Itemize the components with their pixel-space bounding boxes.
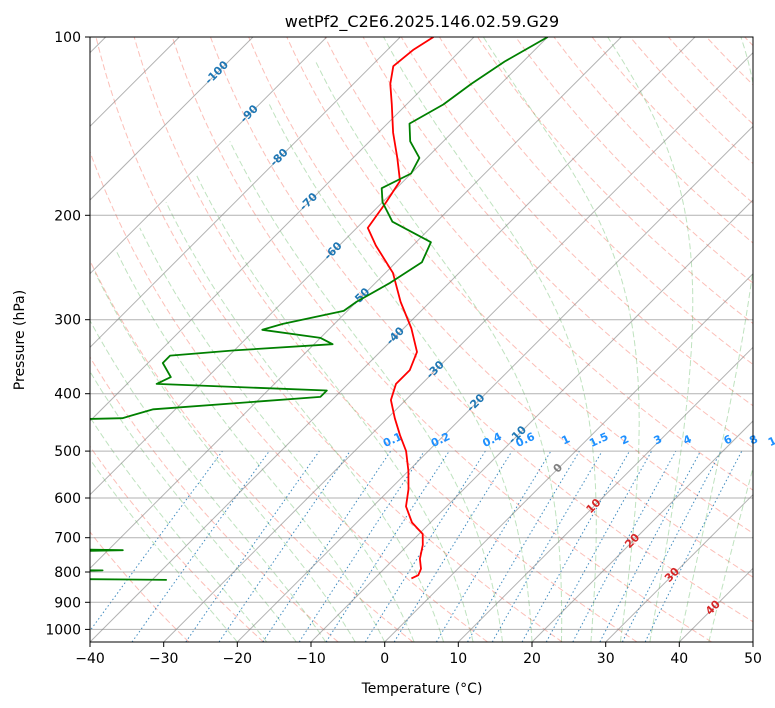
x-tick-label: −10 [296,651,326,667]
mixing-ratio-line [364,450,486,642]
x-tick-label: −30 [149,651,179,667]
dry-adiabat [286,37,753,534]
x-tick-label: −40 [75,651,105,667]
mixing-ratio-line [185,450,320,642]
dry-adiabat [477,37,753,325]
x-tick-label: −20 [223,651,253,667]
mixing-ratio-line [521,450,630,642]
chart-title: wetPf2_C2E6.2025.146.02.59.G29 [285,12,559,32]
dry-adiabat [248,37,753,578]
x-tick-label: 0 [380,651,389,667]
y-tick-label: 100 [54,30,81,46]
moist-adiabat [315,61,563,642]
dry-adiabat [90,356,339,642]
mixing-ratio-line [467,450,580,642]
isotherm [384,272,753,642]
isotherm [90,37,401,349]
dry-adiabat [133,37,638,642]
dry-adiabat [553,37,753,244]
mixing-ratio-line [572,450,677,642]
dry-adiabat [90,531,190,642]
isotherm [236,125,753,642]
x-tick-label: 10 [449,651,467,667]
moist-adiabat [607,37,694,642]
isotherm [90,37,475,422]
mixing-ratio-line [325,450,450,642]
mixing-ratio-line [218,450,351,642]
moist-adiabat [90,416,268,642]
dry-adiabat [438,37,753,366]
isotherm [90,37,696,642]
dry-adiabat [515,37,753,284]
dry-adiabat [324,37,753,491]
x-axis-label: Temperature (°C) [361,681,483,697]
dry-adiabat [400,37,753,407]
mixing-ratio-line [435,450,552,642]
isotherm [90,37,328,275]
mixing-ratio-label: 10 [766,431,775,449]
isotherm [90,37,622,570]
mixing-ratio-line [131,450,270,642]
moist-adiabat [482,37,640,642]
dry-adiabat [591,37,753,204]
moist-adiabat [195,173,474,642]
y-tick-label: 600 [54,491,81,507]
y-tick-label: 1000 [45,622,81,638]
moist-adiabat [90,458,238,642]
temperature-profile [366,37,434,580]
dry-adiabat [629,37,753,165]
y-tick-label: 400 [54,387,81,403]
dry-adiabat [210,37,753,623]
x-tick-label: 20 [523,651,541,667]
moist-adiabat [165,201,445,642]
y-tick-label: 800 [54,565,81,581]
x-axis-ticks: −40 −30 −20 −10 0 10 20 30 40 50 [75,642,762,667]
plot-frame [89,36,754,643]
y-tick-label: 900 [54,595,81,611]
y-tick-label: 700 [54,531,81,547]
moist-adiabat [90,319,327,642]
moist-adiabat [678,37,753,642]
isotherm [605,493,753,642]
isotherm [90,37,549,496]
y-tick-label: 200 [54,208,81,224]
mixing-ratio-line [90,450,223,632]
isotherm [310,199,753,642]
y-tick-label: 500 [54,444,81,460]
background-lines [90,37,753,642]
mixing-ratio-line [393,450,513,642]
dewpoint-profile [90,37,549,581]
moist-adiabat [115,251,386,642]
isotherm [90,37,254,201]
x-tick-label: 50 [744,651,762,667]
mixing-ratio-line [491,450,603,642]
y-axis-label: Pressure (hPa) [12,290,28,390]
y-axis-ticks: 100 200 300 400 500 600 700 800 900 1000 [45,30,90,638]
y-tick-label: 300 [54,313,81,329]
moist-adiabat [139,227,415,642]
dry-adiabat [95,37,563,642]
dry-adiabat [90,150,488,642]
moist-adiabat [268,104,533,642]
moist-adiabat [383,37,597,642]
isotherm [457,346,753,642]
isotherm [531,420,753,642]
dry-adiabat [90,259,414,642]
profiles [90,37,549,581]
x-tick-label: 40 [670,651,688,667]
isotherm [163,51,753,642]
x-tick-label: 30 [597,651,615,667]
